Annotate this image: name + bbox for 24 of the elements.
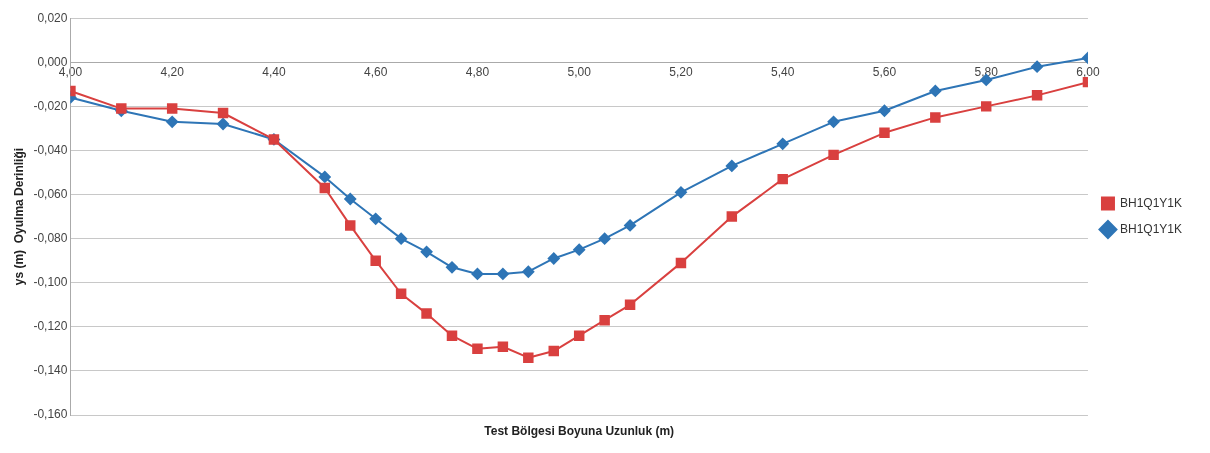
x-tick-label: 5,00 <box>567 64 592 79</box>
x-tick-label: 4,60 <box>364 64 388 79</box>
y-axis-title: ys (m) Oyulma Derinliği <box>11 147 26 286</box>
y-tick-label: 0,020 <box>37 10 68 25</box>
y-tick-label: -0,060 <box>33 186 68 201</box>
x-tick-label: 6,00 <box>1076 64 1100 79</box>
legend-label: BH1Q1Y1K <box>1119 195 1183 210</box>
y-tick-label: -0,160 <box>33 407 68 422</box>
y-tick-label: -0,040 <box>33 142 68 157</box>
y-tick-label: -0,100 <box>33 275 68 290</box>
y-tick-label: 0,000 <box>37 54 68 69</box>
x-tick-label: 5,40 <box>771 64 795 79</box>
y-tick-label: -0,080 <box>33 230 68 245</box>
legend-label: BH1Q1Y1K <box>1119 221 1183 236</box>
y-tick-label: -0,140 <box>33 363 68 378</box>
x-axis-title: Test Bölgesi Boyuna Uzunluk (m) <box>484 424 675 438</box>
y-tick-label: -0,120 <box>33 319 68 334</box>
x-tick-label: 4,40 <box>262 64 286 79</box>
x-tick-label: 4,80 <box>465 64 490 79</box>
x-tick-label: 4,20 <box>160 64 185 79</box>
y-tick-label: -0,020 <box>33 98 68 113</box>
x-tick-label: 5,20 <box>669 64 693 79</box>
x-tick-label: 5,60 <box>872 64 897 79</box>
x-tick-label: 5,80 <box>974 64 999 79</box>
